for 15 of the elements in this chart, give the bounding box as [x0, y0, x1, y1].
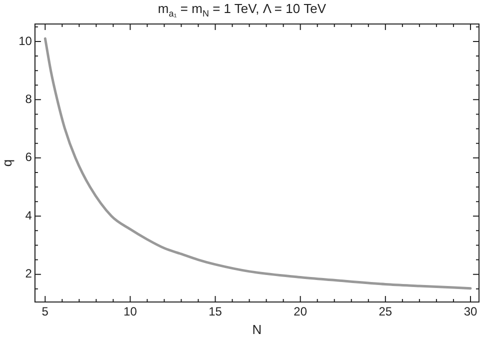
chart-title: m$_{a₁}$ = m$_{N}$ = 1 TeV, Λ = 10 TeV: [156, 0, 328, 21]
x-tick-label: 10: [124, 304, 138, 319]
x-tick-label: 15: [208, 304, 222, 319]
y-tick-label: 8: [25, 92, 32, 106]
x-tick-label: 25: [378, 304, 392, 319]
x-tick-label: 5: [42, 304, 49, 319]
x-tick-label: 20: [294, 304, 308, 319]
y-tick-label: 6: [25, 150, 32, 164]
y-tick-label: 10: [18, 34, 32, 48]
y-tick-label: 2: [25, 266, 32, 281]
line-series: [44, 37, 472, 290]
y-axis-title: q: [0, 159, 14, 167]
x-axis-title: N: [252, 322, 262, 337]
x-tick-label: 30: [464, 304, 478, 319]
y-tick-label: 4: [25, 208, 32, 222]
